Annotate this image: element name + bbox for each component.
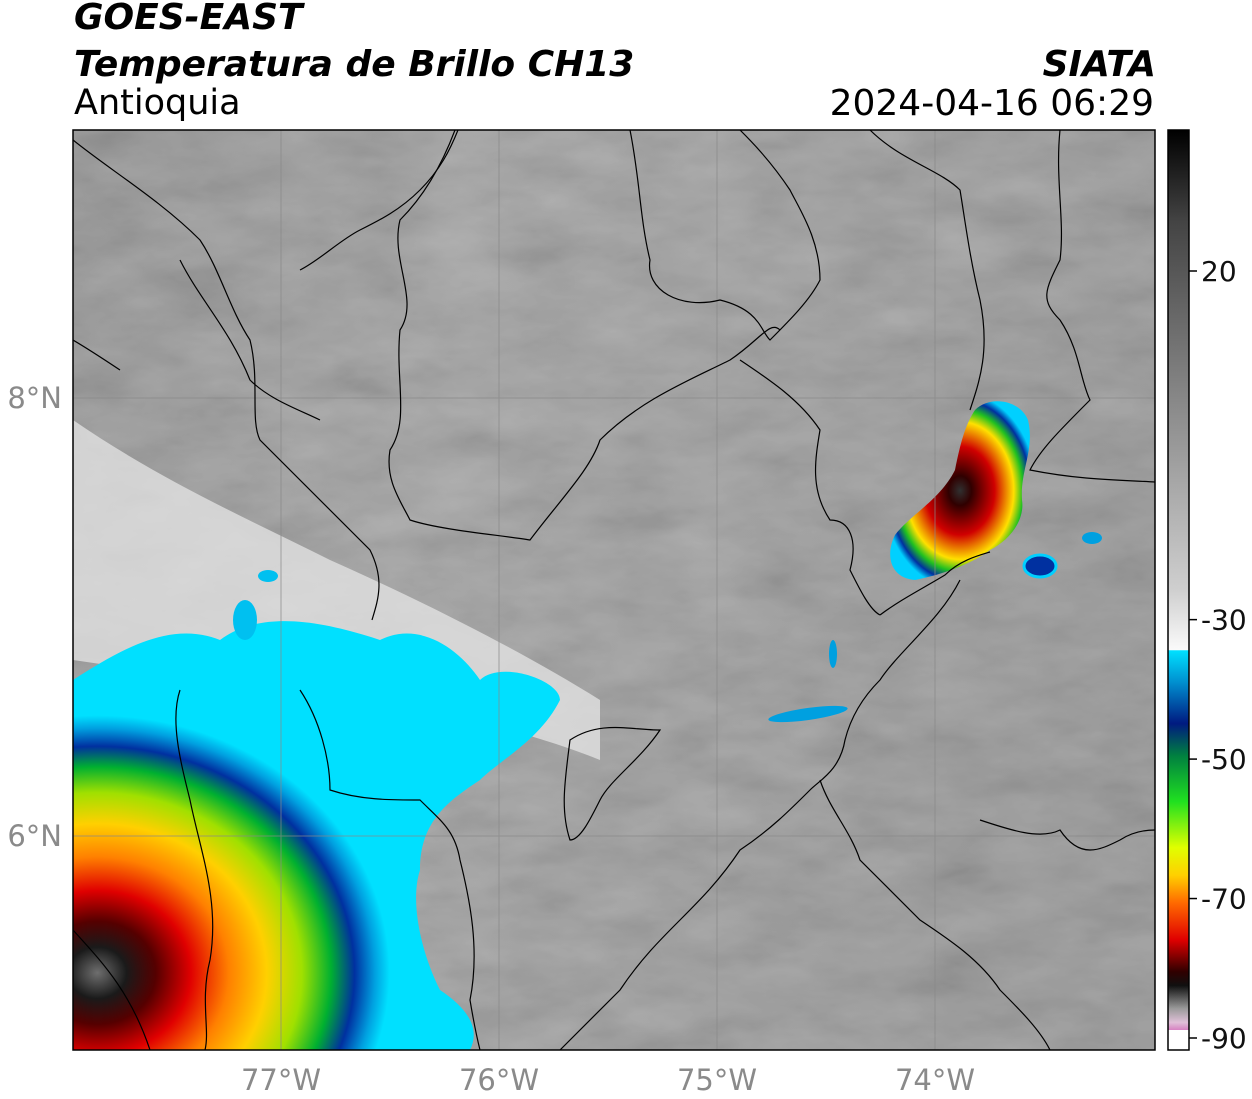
colorbar-min-box xyxy=(1168,1030,1189,1050)
colorbar-ticks: 20 -30 -50 -70 -90 xyxy=(1189,255,1247,1055)
northeast-storm-cell xyxy=(890,401,1030,580)
colorbar-tick-label: -70 xyxy=(1201,883,1247,916)
lat-tick-label: 6°N xyxy=(7,819,62,853)
organization-label: SIATA xyxy=(1042,44,1156,85)
colorbar: 20 -30 -50 -70 -90 xyxy=(1167,129,1247,1055)
map-frame xyxy=(72,129,1156,1051)
lon-tick-label: 76°W xyxy=(459,1063,539,1097)
latitude-ticks: 8°N 6°N xyxy=(7,381,62,853)
lon-tick-label: 74°W xyxy=(895,1063,975,1097)
lat-tick-label: 8°N xyxy=(7,381,62,415)
lon-tick-label: 75°W xyxy=(677,1063,757,1097)
administrative-borders xyxy=(73,130,1155,1050)
colorbar-tick-label: 20 xyxy=(1201,255,1237,288)
small-storm-cell xyxy=(829,640,837,668)
map-gridlines xyxy=(73,130,1155,1050)
satellite-title: GOES-EAST xyxy=(74,0,303,38)
colorbar-frame xyxy=(1167,129,1190,1051)
longitude-ticks: 77°W 76°W 75°W 74°W xyxy=(241,1063,975,1097)
timestamp-label: 2024-04-16 06:29 xyxy=(829,83,1154,124)
satellite-map xyxy=(73,130,1155,1050)
colorbar-tick-label: -50 xyxy=(1201,743,1247,776)
product-title: Temperatura de Brillo CH13 xyxy=(74,44,635,85)
colorbar-gradient xyxy=(1168,130,1189,1050)
small-storm-cell xyxy=(1022,553,1058,579)
small-storm-cell xyxy=(258,570,278,582)
colorbar-tick-label: -90 xyxy=(1201,1022,1247,1055)
colorbar-tick-label: -30 xyxy=(1201,604,1247,637)
region-subtitle: Antioquia xyxy=(74,83,241,123)
small-storm-cell xyxy=(233,600,257,640)
cloud-filament xyxy=(768,705,848,723)
lon-tick-label: 77°W xyxy=(241,1063,321,1097)
small-storm-cell xyxy=(1082,532,1102,544)
